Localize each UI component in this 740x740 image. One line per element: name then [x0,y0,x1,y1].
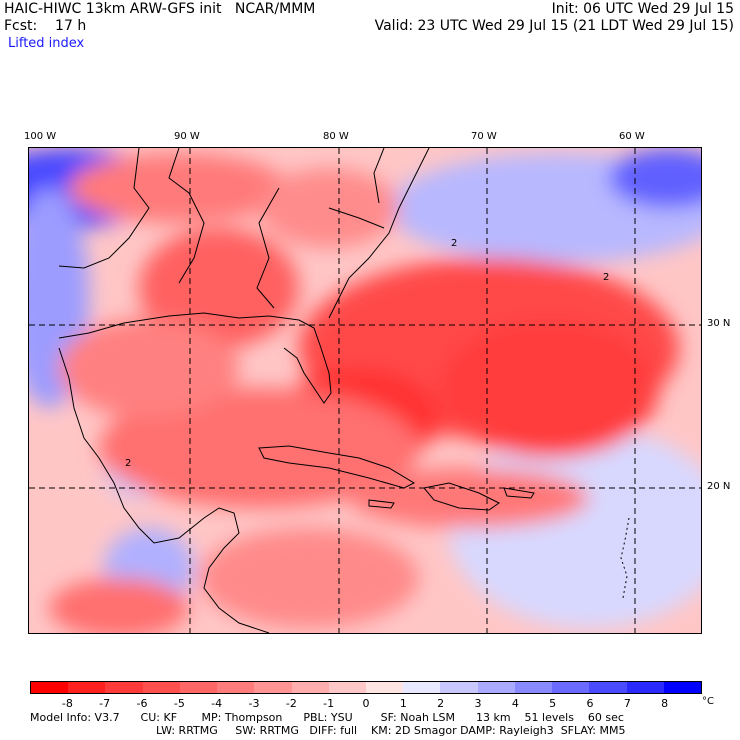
lat-label-20n: 20 N [707,481,731,492]
lat-label-30n: 30 N [707,318,731,329]
model-title: HAIC-HIWC 13km ARW-GFS init NCAR/MMM [4,1,316,17]
colorbar-swatch [477,682,515,693]
colorbar-swatch [105,682,143,693]
lon-label-100w: 100 W [24,131,57,142]
model-info-line2: LW: RRTMG SW: RRTMG DIFF: full KM: 2D Sm… [156,724,626,737]
colorbar-swatch [626,682,664,693]
colorbar-tick-label: -5 [173,697,185,710]
colorbar-swatch [365,682,404,693]
colorbar-swatch [403,682,441,693]
colorbar-tick-label: 3 [474,697,482,710]
colorbar-tick-label: 5 [549,697,557,710]
colorbar-swatch [589,682,627,693]
lon-label-60w: 60 W [619,131,645,142]
colorbar-tick-label: 0 [362,697,370,710]
colorbar-tick-label: 2 [437,697,445,710]
init-time: Init: 06 UTC Wed 29 Jul 15 [551,1,734,17]
lon-label-70w: 70 W [471,131,497,142]
colorbar-tick-label: 8 [661,697,669,710]
lon-label-90w: 90 W [174,131,200,142]
colorbar-swatch [142,682,180,693]
lifted-index-map: 2 2 2 [28,147,702,634]
colorbar-tick-label: 7 [623,697,631,710]
valid-time: Valid: 23 UTC Wed 29 Jul 15 (21 LDT Wed … [374,18,734,34]
field-name: Lifted index [8,36,85,51]
colorbar-swatch [440,682,478,693]
colorbar-tick-label: -8 [61,697,73,710]
colorbar-swatch [179,682,218,693]
colorbar-swatch [328,682,366,693]
colorbar-tick-label: 4 [511,697,519,710]
colorbar-tick-label: -2 [285,697,297,710]
colorbar-tick-label: 6 [586,697,594,710]
forecast-hour: Fcst: 17 h [4,18,87,34]
colorbar-swatch [552,682,590,693]
colorbar-swatch [514,682,553,693]
lon-label-80w: 80 W [323,131,349,142]
colorbar-swatch [217,682,255,693]
colorbar-tick-label: -1 [323,697,335,710]
colorbar-tick-label: -6 [136,697,148,710]
colorbar-tick-label: -4 [211,697,223,710]
contour-label: 2 [125,458,131,469]
contour-label: 2 [603,272,609,283]
colorbar-tick-label: -7 [99,697,111,710]
colorbar-tick-label: 1 [399,697,407,710]
colorbar-swatch [31,682,69,693]
contour-label: 2 [451,238,457,249]
colorbar-swatch [663,682,701,693]
colorbar-unit: °C [702,696,714,707]
colorbar-swatch [254,682,292,693]
colorbar-swatch [291,682,329,693]
colorbar-swatch [68,682,106,693]
model-info-line1: Model Info: V3.7 CU: KF MP: Thompson PBL… [30,711,624,724]
colorbar [30,681,702,694]
graticule [29,148,701,633]
colorbar-tick-label: -3 [248,697,260,710]
